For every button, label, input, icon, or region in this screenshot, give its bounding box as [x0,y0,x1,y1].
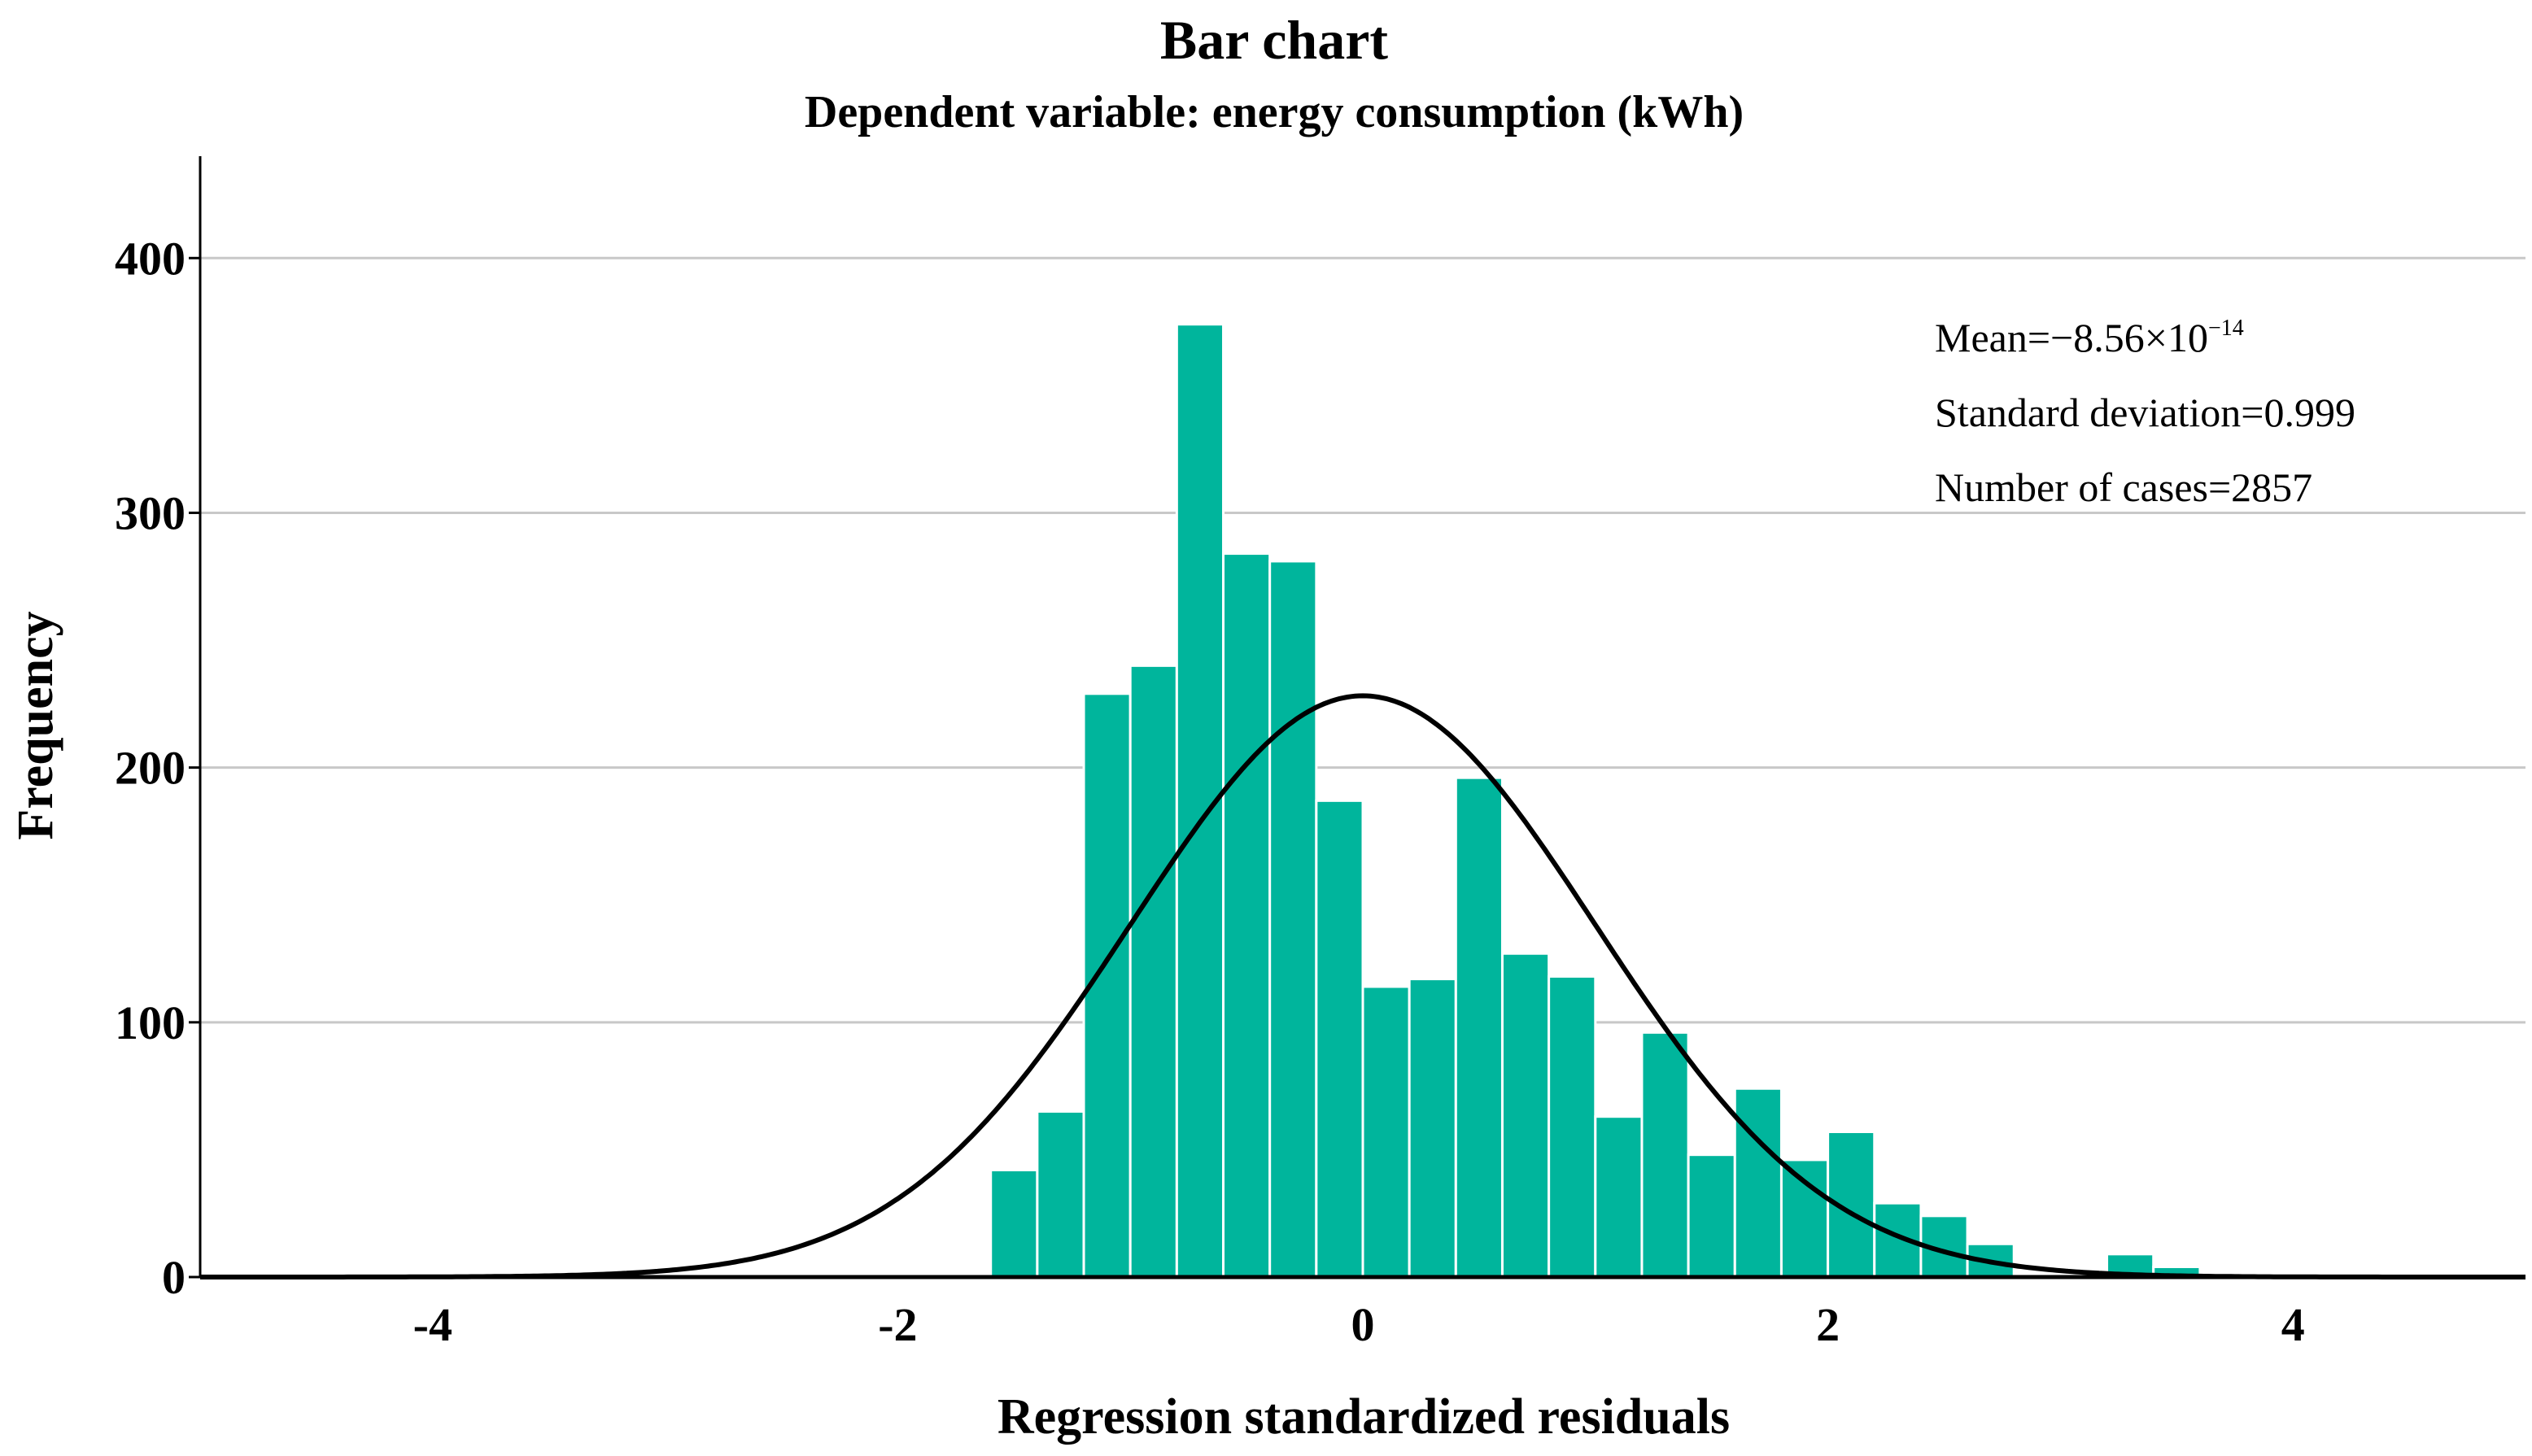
mean-exponent: −14 [2208,316,2244,341]
histogram-bar [1036,1109,1085,1279]
histogram-bar [1128,664,1178,1279]
x-tick-label: 2 [1816,1298,1840,1351]
histogram-bar [1500,952,1551,1279]
mean-text: Mean=−8.56×10 [1935,315,2208,360]
stats-annotation: Mean=−8.56×10−14 Standard deviation=0.99… [1935,315,2355,510]
histogram-bar [1733,1087,1783,1279]
y-tick-label: 0 [162,1251,186,1304]
histogram-bar [989,1168,1039,1279]
histogram-bar [1640,1031,1690,1279]
histogram-bar [1454,776,1504,1279]
y-tick-label: 400 [115,232,186,285]
histogram-bar [1222,552,1272,1279]
y-axis-label: Frequency [8,611,63,839]
axes [199,156,2525,1279]
n-annotation: Number of cases=2857 [1935,464,2312,510]
tick-labels: 0 100 200 300 400 -4 -2 0 2 4 [115,232,2305,1351]
mean-annotation: Mean=−8.56×10−14 [1935,315,2244,360]
x-tick-label: 0 [1351,1298,1375,1351]
chart-subtitle: Dependent variable: energy consumption (… [805,87,1744,137]
histogram-bar [1548,974,1597,1279]
y-tick-label: 300 [115,486,186,539]
y-tick-label: 200 [115,742,186,795]
x-tick-label: -2 [878,1298,917,1351]
histogram-bar [1268,560,1318,1279]
histogram-bar [1687,1153,1736,1279]
normal-curve [200,693,2525,1279]
y-tick-label: 100 [115,996,186,1049]
x-tick-label: 4 [2281,1298,2305,1351]
chart-title: Bar chart [1160,9,1388,71]
histogram-bar [1361,985,1411,1279]
x-axis-label: Regression standardized residuals [998,1389,1730,1445]
sd-annotation: Standard deviation=0.999 [1935,390,2355,435]
histogram-bar [1779,1158,1830,1279]
histogram-bar [1594,1115,1644,1279]
histogram-bar [1408,978,1457,1279]
normal-curve-layer [200,693,2525,1279]
x-tick-label: -4 [413,1298,452,1351]
histogram-bar [1315,799,1364,1279]
